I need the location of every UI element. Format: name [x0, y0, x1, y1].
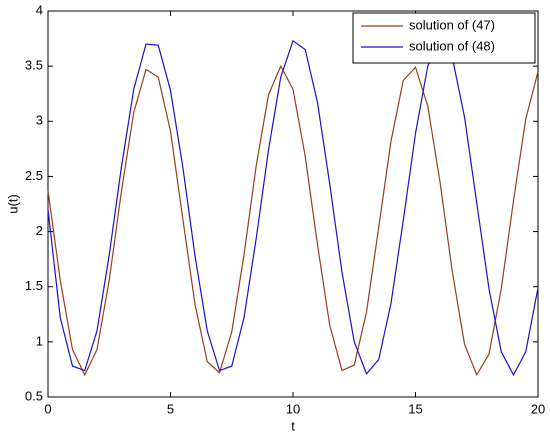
x-tick-label: 20	[531, 401, 545, 416]
y-tick-label: 1	[36, 333, 43, 348]
y-axis-label: u(t)	[5, 194, 20, 214]
x-tick-label: 5	[167, 401, 174, 416]
y-tick-label: 1.5	[25, 278, 43, 293]
y-tick-label: 2	[36, 223, 43, 238]
legend-box	[352, 12, 536, 64]
y-tick-label: 2.5	[25, 168, 43, 183]
legend-label: solution of (47)	[409, 17, 495, 32]
plot-area	[47, 10, 539, 398]
y-tick-label: 4	[36, 2, 43, 17]
x-tick-label: 0	[44, 401, 51, 416]
y-tick-label: 3.5	[25, 58, 43, 73]
x-tick-label: 15	[408, 401, 422, 416]
series-line	[47, 64, 539, 377]
y-tick-label: 0.5	[25, 388, 43, 403]
y-tick-label: 3	[36, 113, 43, 128]
x-tick-label: 10	[286, 401, 300, 416]
series-line	[47, 37, 539, 377]
x-axis-label: t	[291, 418, 295, 433]
legend-label: solution of (48)	[409, 38, 495, 53]
